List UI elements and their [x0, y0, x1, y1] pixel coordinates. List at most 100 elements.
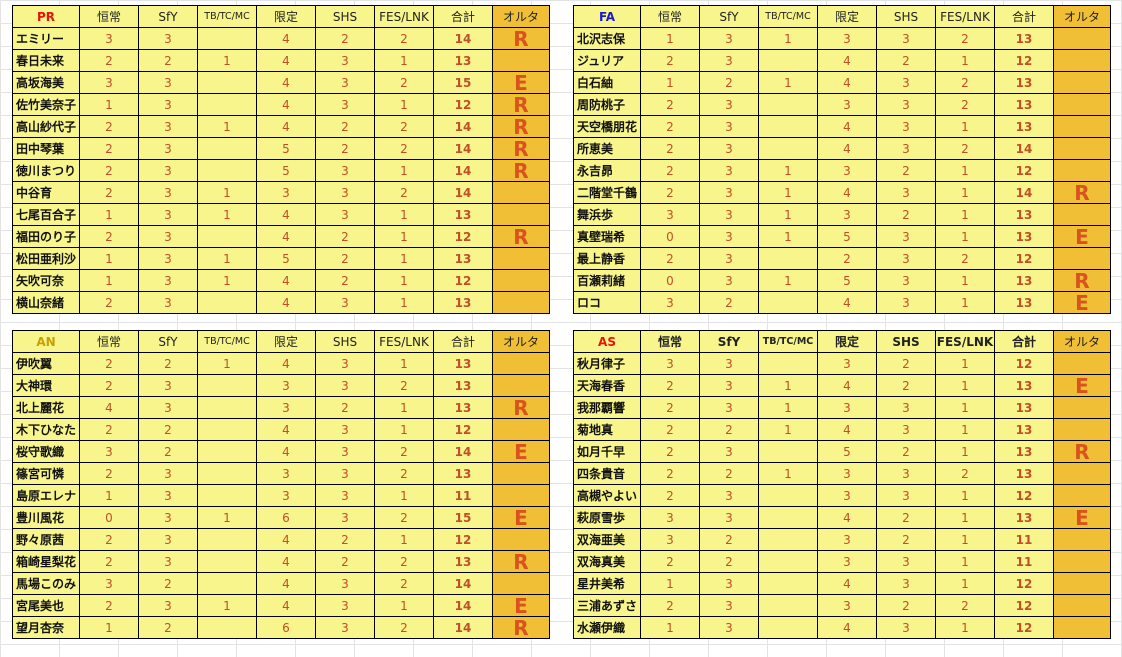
- limited-cell[interactable]: 3: [817, 550, 877, 573]
- shs-cell[interactable]: 3: [315, 49, 375, 72]
- shs-cell[interactable]: 3: [876, 27, 936, 50]
- alter-cell[interactable]: [1053, 352, 1111, 375]
- header-fes-lnk[interactable]: FES/LNK: [935, 330, 995, 353]
- header-tb-tc-mc[interactable]: TB/TC/MC: [197, 330, 257, 353]
- constant-cell[interactable]: 2: [640, 396, 700, 419]
- shs-cell[interactable]: 3: [315, 462, 375, 485]
- fes-lnk-cell[interactable]: 1: [935, 374, 995, 397]
- alter-cell[interactable]: E: [1053, 291, 1111, 314]
- sfy-cell[interactable]: 3: [138, 462, 198, 485]
- sfy-cell[interactable]: 3: [699, 137, 759, 160]
- limited-cell[interactable]: 4: [256, 352, 316, 375]
- fes-lnk-cell[interactable]: 2: [374, 506, 434, 529]
- total-cell[interactable]: 11: [433, 484, 493, 507]
- limited-cell[interactable]: 4: [817, 506, 877, 529]
- shs-cell[interactable]: 2: [876, 159, 936, 182]
- header-constant[interactable]: 恒常: [640, 330, 700, 353]
- alter-cell[interactable]: [1053, 93, 1111, 116]
- limited-cell[interactable]: 6: [256, 616, 316, 639]
- alter-cell[interactable]: [492, 352, 550, 375]
- shs-cell[interactable]: 2: [315, 396, 375, 419]
- total-cell[interactable]: 14: [433, 115, 493, 138]
- total-cell[interactable]: 13: [994, 396, 1054, 419]
- fes-lnk-cell[interactable]: 1: [935, 203, 995, 226]
- shs-cell[interactable]: 3: [315, 291, 375, 314]
- fes-lnk-cell[interactable]: 2: [374, 27, 434, 50]
- tb-tc-mc-cell[interactable]: [197, 550, 257, 573]
- constant-cell[interactable]: 2: [640, 594, 700, 617]
- shs-cell[interactable]: 3: [876, 137, 936, 160]
- idol-name-cell[interactable]: エミリー: [12, 27, 80, 50]
- idol-name-cell[interactable]: 田中琴葉: [12, 137, 80, 160]
- total-cell[interactable]: 13: [994, 269, 1054, 292]
- constant-cell[interactable]: 3: [640, 291, 700, 314]
- total-cell[interactable]: 12: [433, 93, 493, 116]
- tb-tc-mc-cell[interactable]: 1: [197, 506, 257, 529]
- idol-name-cell[interactable]: 北上麗花: [12, 396, 80, 419]
- fes-lnk-cell[interactable]: 1: [374, 203, 434, 226]
- fes-lnk-cell[interactable]: 1: [374, 352, 434, 375]
- sfy-cell[interactable]: 3: [699, 374, 759, 397]
- total-cell[interactable]: 14: [433, 137, 493, 160]
- header-tb-tc-mc[interactable]: TB/TC/MC: [758, 330, 818, 353]
- fes-lnk-cell[interactable]: 1: [935, 506, 995, 529]
- tb-tc-mc-cell[interactable]: 1: [197, 115, 257, 138]
- header-constant[interactable]: 恒常: [640, 5, 700, 28]
- sfy-cell[interactable]: 3: [699, 396, 759, 419]
- limited-cell[interactable]: 3: [256, 374, 316, 397]
- fes-lnk-cell[interactable]: 1: [374, 484, 434, 507]
- shs-cell[interactable]: 2: [315, 528, 375, 551]
- constant-cell[interactable]: 2: [640, 181, 700, 204]
- constant-cell[interactable]: 2: [79, 159, 139, 182]
- idol-name-cell[interactable]: 真壁瑞希: [573, 225, 641, 248]
- sfy-cell[interactable]: 3: [138, 137, 198, 160]
- header-total[interactable]: 合計: [433, 5, 493, 28]
- total-cell[interactable]: 13: [994, 27, 1054, 50]
- fes-lnk-cell[interactable]: 2: [374, 137, 434, 160]
- constant-cell[interactable]: 1: [79, 616, 139, 639]
- alter-cell[interactable]: [1053, 550, 1111, 573]
- alter-cell[interactable]: [1053, 594, 1111, 617]
- constant-cell[interactable]: 4: [79, 396, 139, 419]
- alter-cell[interactable]: [1053, 71, 1111, 94]
- idol-name-cell[interactable]: 豊川風花: [12, 506, 80, 529]
- constant-cell[interactable]: 3: [640, 528, 700, 551]
- tb-tc-mc-cell[interactable]: 1: [758, 71, 818, 94]
- sfy-cell[interactable]: 3: [699, 440, 759, 463]
- header-shs[interactable]: SHS: [315, 5, 375, 28]
- header-total[interactable]: 合計: [994, 330, 1054, 353]
- sfy-cell[interactable]: 2: [138, 440, 198, 463]
- sfy-cell[interactable]: 3: [699, 159, 759, 182]
- total-cell[interactable]: 12: [994, 49, 1054, 72]
- fes-lnk-cell[interactable]: 1: [374, 396, 434, 419]
- shs-cell[interactable]: 3: [876, 572, 936, 595]
- fes-lnk-cell[interactable]: 1: [935, 572, 995, 595]
- fa-group-label[interactable]: FA: [573, 5, 641, 28]
- fes-lnk-cell[interactable]: 2: [374, 181, 434, 204]
- limited-cell[interactable]: 3: [817, 396, 877, 419]
- tb-tc-mc-cell[interactable]: [758, 572, 818, 595]
- tb-tc-mc-cell[interactable]: 1: [758, 159, 818, 182]
- constant-cell[interactable]: 2: [640, 247, 700, 270]
- header-limited[interactable]: 限定: [817, 330, 877, 353]
- total-cell[interactable]: 14: [433, 27, 493, 50]
- constant-cell[interactable]: 0: [79, 506, 139, 529]
- fes-lnk-cell[interactable]: 1: [935, 396, 995, 419]
- sfy-cell[interactable]: 3: [138, 550, 198, 573]
- total-cell[interactable]: 14: [433, 181, 493, 204]
- tb-tc-mc-cell[interactable]: 1: [197, 594, 257, 617]
- tb-tc-mc-cell[interactable]: [758, 115, 818, 138]
- alter-cell[interactable]: [492, 203, 550, 226]
- total-cell[interactable]: 13: [994, 93, 1054, 116]
- limited-cell[interactable]: 5: [256, 247, 316, 270]
- limited-cell[interactable]: 4: [256, 291, 316, 314]
- alter-cell[interactable]: [492, 181, 550, 204]
- constant-cell[interactable]: 3: [79, 71, 139, 94]
- fes-lnk-cell[interactable]: 1: [374, 93, 434, 116]
- tb-tc-mc-cell[interactable]: [758, 440, 818, 463]
- sfy-cell[interactable]: 3: [699, 181, 759, 204]
- alter-cell[interactable]: E: [1053, 506, 1111, 529]
- shs-cell[interactable]: 2: [315, 137, 375, 160]
- fes-lnk-cell[interactable]: 1: [935, 225, 995, 248]
- limited-cell[interactable]: 3: [817, 27, 877, 50]
